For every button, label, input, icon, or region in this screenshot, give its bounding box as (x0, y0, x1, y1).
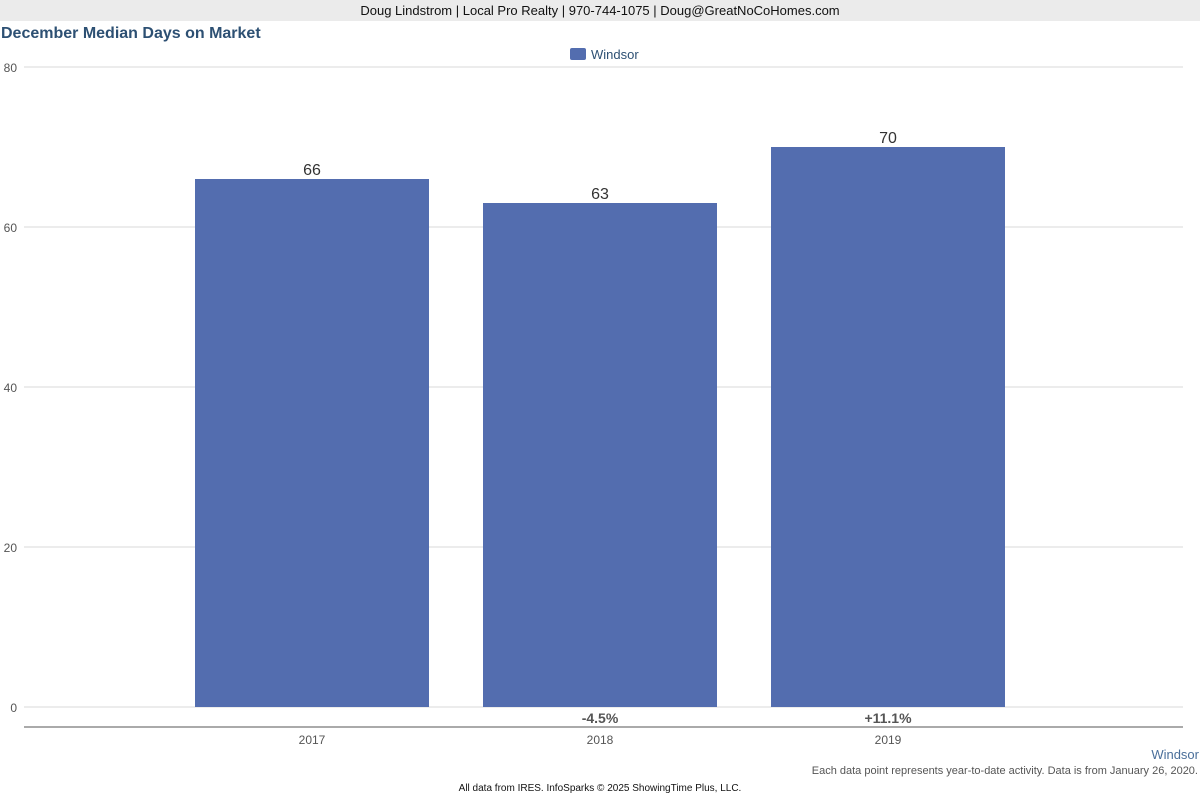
legend-swatch-windsor (570, 48, 586, 60)
contact-header-bar: Doug Lindstrom | Local Pro Realty | 970-… (0, 0, 1200, 21)
chart-legend[interactable]: Windsor (570, 46, 639, 62)
change-label-2019: +11.1% (864, 710, 912, 726)
change-label-2018: -4.5% (582, 710, 619, 726)
legend-label-windsor: Windsor (591, 46, 639, 62)
data-label-2018: 63 (591, 186, 609, 203)
contact-info-text: Doug Lindstrom | Local Pro Realty | 970-… (360, 3, 840, 18)
data-label-2019: 70 (879, 130, 897, 147)
bar-2018 (483, 203, 717, 707)
footer-location-link[interactable]: Windsor (1151, 747, 1199, 762)
y-tick-label: 0 (10, 701, 17, 715)
y-tick-label: 80 (4, 61, 18, 75)
data-label-2017: 66 (303, 162, 321, 179)
footer-data-note: Each data point represents year-to-date … (811, 765, 1198, 777)
x-tick-label-2017: 2017 (299, 733, 326, 747)
x-tick-label-2019: 2019 (875, 733, 902, 747)
bar-2019 (771, 147, 1005, 707)
y-tick-label: 20 (4, 541, 18, 555)
x-tick-label-2018: 2018 (587, 733, 614, 747)
chart-title: December Median Days on Market (1, 25, 261, 42)
bar-2017 (195, 179, 429, 707)
y-tick-label: 60 (4, 221, 18, 235)
y-tick-label: 40 (4, 381, 18, 395)
footer-credit: All data from IRES. InfoSparks © 2025 Sh… (458, 783, 742, 794)
